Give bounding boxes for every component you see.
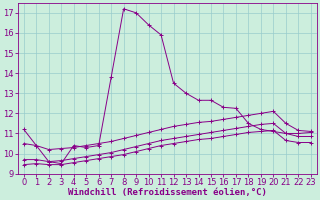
X-axis label: Windchill (Refroidissement éolien,°C): Windchill (Refroidissement éolien,°C) (68, 188, 267, 197)
